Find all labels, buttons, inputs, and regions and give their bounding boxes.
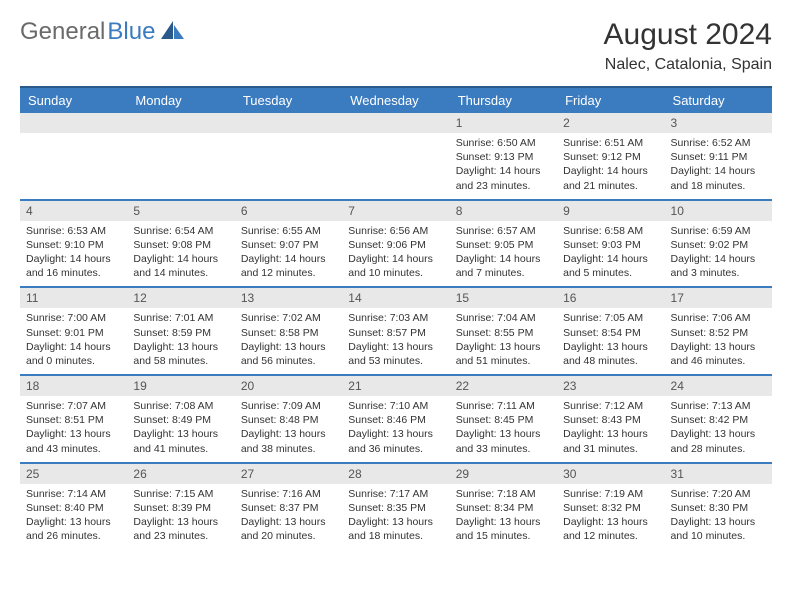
info-row: Sunrise: 7:00 AMSunset: 9:01 PMDaylight:… xyxy=(20,308,772,375)
info-cell: Sunrise: 7:12 AMSunset: 8:43 PMDaylight:… xyxy=(557,396,664,463)
info-cell: Sunrise: 7:04 AMSunset: 8:55 PMDaylight:… xyxy=(450,308,557,375)
date-cell: 17 xyxy=(665,287,772,308)
info-cell: Sunrise: 6:54 AMSunset: 9:08 PMDaylight:… xyxy=(127,221,234,288)
info-cell: Sunrise: 6:52 AMSunset: 9:11 PMDaylight:… xyxy=(665,133,772,200)
info-cell: Sunrise: 7:20 AMSunset: 8:30 PMDaylight:… xyxy=(665,484,772,550)
title-block: August 2024 Nalec, Catalonia, Spain xyxy=(604,18,772,74)
calendar-table: Sunday Monday Tuesday Wednesday Thursday… xyxy=(20,86,772,549)
date-cell xyxy=(235,113,342,133)
logo-text-1: General xyxy=(20,18,105,46)
date-cell: 13 xyxy=(235,287,342,308)
info-cell: Sunrise: 7:06 AMSunset: 8:52 PMDaylight:… xyxy=(665,308,772,375)
date-cell: 18 xyxy=(20,375,127,396)
col-monday: Monday xyxy=(127,87,234,113)
info-cell: Sunrise: 7:07 AMSunset: 8:51 PMDaylight:… xyxy=(20,396,127,463)
info-cell: Sunrise: 7:15 AMSunset: 8:39 PMDaylight:… xyxy=(127,484,234,550)
date-cell: 1 xyxy=(450,113,557,133)
header-row: Sunday Monday Tuesday Wednesday Thursday… xyxy=(20,87,772,113)
date-cell: 12 xyxy=(127,287,234,308)
col-sunday: Sunday xyxy=(20,87,127,113)
col-thursday: Thursday xyxy=(450,87,557,113)
col-saturday: Saturday xyxy=(665,87,772,113)
date-cell: 11 xyxy=(20,287,127,308)
info-cell: Sunrise: 6:57 AMSunset: 9:05 PMDaylight:… xyxy=(450,221,557,288)
info-cell: Sunrise: 7:14 AMSunset: 8:40 PMDaylight:… xyxy=(20,484,127,550)
info-cell: Sunrise: 7:10 AMSunset: 8:46 PMDaylight:… xyxy=(342,396,449,463)
date-cell: 4 xyxy=(20,200,127,221)
info-cell: Sunrise: 7:09 AMSunset: 8:48 PMDaylight:… xyxy=(235,396,342,463)
date-cell: 2 xyxy=(557,113,664,133)
info-row: Sunrise: 6:53 AMSunset: 9:10 PMDaylight:… xyxy=(20,221,772,288)
info-cell: Sunrise: 6:58 AMSunset: 9:03 PMDaylight:… xyxy=(557,221,664,288)
date-cell xyxy=(342,113,449,133)
date-cell xyxy=(20,113,127,133)
logo-text-2: Blue xyxy=(107,18,155,46)
date-cell: 26 xyxy=(127,463,234,484)
date-cell: 31 xyxy=(665,463,772,484)
calendar-body: 123 Sunrise: 6:50 AMSunset: 9:13 PMDayli… xyxy=(20,113,772,549)
date-cell: 7 xyxy=(342,200,449,221)
date-cell: 23 xyxy=(557,375,664,396)
date-cell: 15 xyxy=(450,287,557,308)
info-row: Sunrise: 7:07 AMSunset: 8:51 PMDaylight:… xyxy=(20,396,772,463)
date-cell: 21 xyxy=(342,375,449,396)
date-cell: 10 xyxy=(665,200,772,221)
date-row: 11121314151617 xyxy=(20,287,772,308)
calendar-page: GeneralBlue August 2024 Nalec, Catalonia… xyxy=(0,0,792,549)
date-cell: 27 xyxy=(235,463,342,484)
info-cell: Sunrise: 6:51 AMSunset: 9:12 PMDaylight:… xyxy=(557,133,664,200)
info-row: Sunrise: 6:50 AMSunset: 9:13 PMDaylight:… xyxy=(20,133,772,200)
info-cell: Sunrise: 6:56 AMSunset: 9:06 PMDaylight:… xyxy=(342,221,449,288)
date-cell: 28 xyxy=(342,463,449,484)
col-wednesday: Wednesday xyxy=(342,87,449,113)
date-cell: 6 xyxy=(235,200,342,221)
info-cell: Sunrise: 6:59 AMSunset: 9:02 PMDaylight:… xyxy=(665,221,772,288)
info-cell: Sunrise: 6:53 AMSunset: 9:10 PMDaylight:… xyxy=(20,221,127,288)
date-row: 123 xyxy=(20,113,772,133)
info-cell: Sunrise: 7:16 AMSunset: 8:37 PMDaylight:… xyxy=(235,484,342,550)
date-cell: 20 xyxy=(235,375,342,396)
date-cell xyxy=(127,113,234,133)
date-cell: 25 xyxy=(20,463,127,484)
month-title: August 2024 xyxy=(604,18,772,52)
info-row: Sunrise: 7:14 AMSunset: 8:40 PMDaylight:… xyxy=(20,484,772,550)
date-cell: 29 xyxy=(450,463,557,484)
date-cell: 9 xyxy=(557,200,664,221)
info-cell: Sunrise: 7:18 AMSunset: 8:34 PMDaylight:… xyxy=(450,484,557,550)
info-cell xyxy=(20,133,127,200)
date-cell: 16 xyxy=(557,287,664,308)
date-row: 45678910 xyxy=(20,200,772,221)
info-cell: Sunrise: 7:02 AMSunset: 8:58 PMDaylight:… xyxy=(235,308,342,375)
header: GeneralBlue August 2024 Nalec, Catalonia… xyxy=(20,18,772,74)
info-cell: Sunrise: 7:03 AMSunset: 8:57 PMDaylight:… xyxy=(342,308,449,375)
logo: GeneralBlue xyxy=(20,18,185,46)
sail-icon xyxy=(159,19,185,46)
date-cell: 24 xyxy=(665,375,772,396)
info-cell xyxy=(235,133,342,200)
col-friday: Friday xyxy=(557,87,664,113)
info-cell: Sunrise: 7:05 AMSunset: 8:54 PMDaylight:… xyxy=(557,308,664,375)
date-row: 18192021222324 xyxy=(20,375,772,396)
date-cell: 3 xyxy=(665,113,772,133)
info-cell: Sunrise: 7:00 AMSunset: 9:01 PMDaylight:… xyxy=(20,308,127,375)
info-cell: Sunrise: 6:50 AMSunset: 9:13 PMDaylight:… xyxy=(450,133,557,200)
date-row: 25262728293031 xyxy=(20,463,772,484)
date-cell: 8 xyxy=(450,200,557,221)
info-cell xyxy=(127,133,234,200)
info-cell: Sunrise: 7:08 AMSunset: 8:49 PMDaylight:… xyxy=(127,396,234,463)
date-cell: 30 xyxy=(557,463,664,484)
info-cell: Sunrise: 7:19 AMSunset: 8:32 PMDaylight:… xyxy=(557,484,664,550)
info-cell: Sunrise: 7:17 AMSunset: 8:35 PMDaylight:… xyxy=(342,484,449,550)
col-tuesday: Tuesday xyxy=(235,87,342,113)
date-cell: 14 xyxy=(342,287,449,308)
info-cell: Sunrise: 6:55 AMSunset: 9:07 PMDaylight:… xyxy=(235,221,342,288)
info-cell: Sunrise: 7:13 AMSunset: 8:42 PMDaylight:… xyxy=(665,396,772,463)
info-cell xyxy=(342,133,449,200)
date-cell: 19 xyxy=(127,375,234,396)
location: Nalec, Catalonia, Spain xyxy=(604,56,772,74)
info-cell: Sunrise: 7:01 AMSunset: 8:59 PMDaylight:… xyxy=(127,308,234,375)
date-cell: 22 xyxy=(450,375,557,396)
date-cell: 5 xyxy=(127,200,234,221)
info-cell: Sunrise: 7:11 AMSunset: 8:45 PMDaylight:… xyxy=(450,396,557,463)
